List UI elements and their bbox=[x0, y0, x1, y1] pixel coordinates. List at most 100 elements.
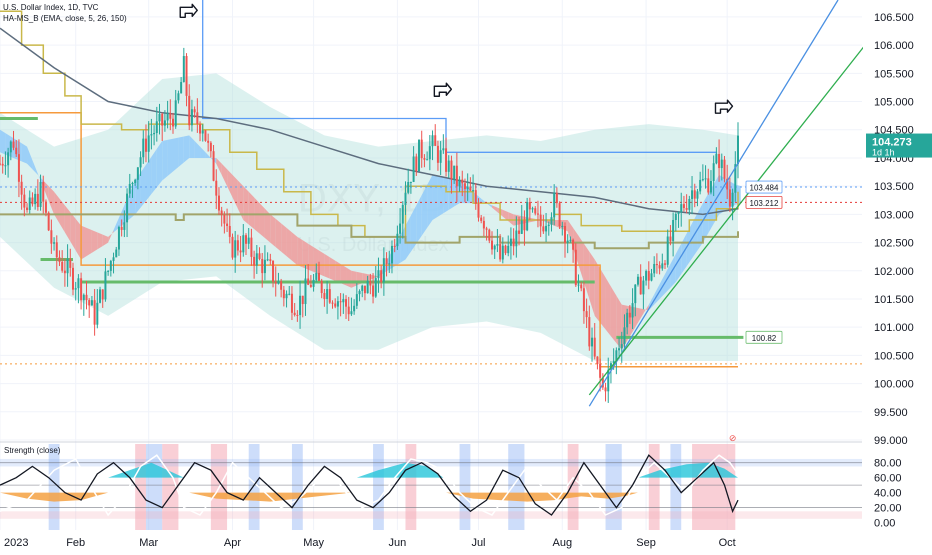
ribbon-segment bbox=[43, 180, 49, 201]
candle-body bbox=[139, 157, 142, 168]
candle-body bbox=[209, 142, 212, 152]
candle-body bbox=[0, 163, 1, 165]
price-tick-label: 101.500 bbox=[874, 294, 914, 306]
candle-body bbox=[353, 305, 356, 312]
ribbon-segment bbox=[421, 185, 428, 236]
candle-body bbox=[439, 150, 442, 163]
ribbon-segment bbox=[48, 186, 55, 215]
ribbon-segment bbox=[583, 243, 590, 299]
legend-symbol-line[interactable]: U.S. Dollar Index, 1D, TVC bbox=[3, 3, 99, 12]
candle-body bbox=[601, 377, 604, 388]
candle-body bbox=[388, 263, 391, 265]
candle-body bbox=[404, 192, 407, 205]
ribbon-segment bbox=[432, 174, 438, 220]
ribbon-segment bbox=[594, 259, 601, 323]
candle-body bbox=[155, 121, 158, 134]
candle-body bbox=[396, 233, 399, 247]
candle-body bbox=[366, 280, 369, 294]
ribbon-segment bbox=[108, 230, 114, 243]
candle-body bbox=[620, 344, 623, 349]
candle-body bbox=[385, 258, 388, 264]
candle-body bbox=[382, 258, 385, 283]
candle-body bbox=[282, 289, 285, 299]
candle-body bbox=[572, 239, 575, 250]
candle-body bbox=[701, 179, 704, 181]
ribbon-segment bbox=[81, 225, 87, 260]
ribbon-segment bbox=[308, 243, 314, 272]
candle-body bbox=[36, 193, 39, 207]
osc-cyan-area bbox=[108, 462, 739, 478]
oscillator-title[interactable]: Strength (close) bbox=[4, 446, 61, 455]
candle-body bbox=[128, 184, 131, 194]
candle-body bbox=[242, 235, 245, 253]
candle-body bbox=[147, 135, 150, 152]
candle-body bbox=[434, 135, 437, 146]
candle-body bbox=[163, 120, 166, 126]
candle-body bbox=[334, 303, 337, 307]
time-tick-label: Jun bbox=[389, 537, 407, 549]
candle-body bbox=[50, 230, 53, 244]
price-marker-box bbox=[745, 330, 783, 344]
ribbon-segment bbox=[302, 240, 309, 270]
candle-body bbox=[420, 139, 423, 159]
candle-body bbox=[626, 312, 629, 328]
candle-body bbox=[307, 278, 310, 285]
candle-body bbox=[428, 146, 431, 160]
ribbon-segment bbox=[140, 164, 146, 208]
candle-body bbox=[207, 140, 210, 143]
candle-body bbox=[588, 317, 591, 347]
candle-body bbox=[266, 259, 269, 261]
candle-body bbox=[493, 245, 496, 250]
price-marker-label: 103.484 bbox=[750, 184, 779, 193]
candle-body bbox=[599, 363, 602, 378]
candle-body bbox=[101, 289, 104, 300]
ribbon-segment bbox=[567, 220, 574, 249]
candle-body bbox=[463, 183, 466, 190]
ribbon-segment bbox=[340, 264, 347, 286]
candle-body bbox=[658, 265, 661, 269]
price-tick-label: 105.000 bbox=[874, 97, 914, 109]
osc-bg-blue-span bbox=[670, 444, 682, 530]
time-tick-label: 2023 bbox=[4, 537, 28, 549]
candle-body bbox=[455, 165, 458, 187]
candle-body bbox=[288, 293, 291, 295]
legend-indicator-line[interactable]: HA-MS_B (EMA, close, 5, 26, 150) bbox=[3, 14, 127, 23]
candle-body bbox=[737, 135, 739, 165]
candle-body bbox=[485, 228, 488, 230]
ribbon-segment bbox=[237, 180, 244, 220]
candle-body bbox=[117, 227, 120, 250]
ribbon-segment bbox=[275, 218, 282, 252]
osc-bg-red-span bbox=[648, 444, 660, 530]
candle-body bbox=[15, 147, 18, 155]
candle-body bbox=[593, 337, 596, 357]
candle-body bbox=[44, 201, 47, 213]
time-tick-label: May bbox=[303, 537, 324, 549]
candle-body bbox=[255, 253, 258, 266]
candle-body bbox=[317, 272, 320, 281]
candle-body bbox=[634, 284, 637, 304]
candle-body bbox=[90, 300, 93, 306]
candle-body bbox=[704, 178, 707, 180]
candle-body bbox=[685, 208, 688, 210]
candle-body bbox=[569, 239, 572, 241]
ribbon-segment bbox=[324, 253, 330, 279]
ribbon-segment bbox=[118, 205, 125, 228]
candle-body bbox=[109, 260, 112, 271]
ribbon-segment bbox=[410, 205, 417, 252]
ribbon-segment bbox=[702, 193, 709, 243]
candle-body bbox=[331, 302, 334, 304]
candle-body bbox=[699, 179, 702, 192]
osc-tick-label: 80.00 bbox=[874, 458, 902, 470]
trend-line-blue bbox=[588, 0, 839, 407]
candle-body bbox=[309, 284, 312, 287]
candle-body bbox=[645, 271, 648, 281]
candle-body bbox=[636, 276, 639, 285]
candle-body bbox=[534, 208, 537, 214]
candle-body bbox=[639, 276, 642, 295]
candle-body bbox=[550, 217, 553, 225]
osc-bg-red-span bbox=[135, 444, 146, 530]
osc-bg-red-span bbox=[162, 444, 179, 530]
candle-body bbox=[150, 134, 153, 136]
ribbon-segment bbox=[21, 143, 28, 164]
